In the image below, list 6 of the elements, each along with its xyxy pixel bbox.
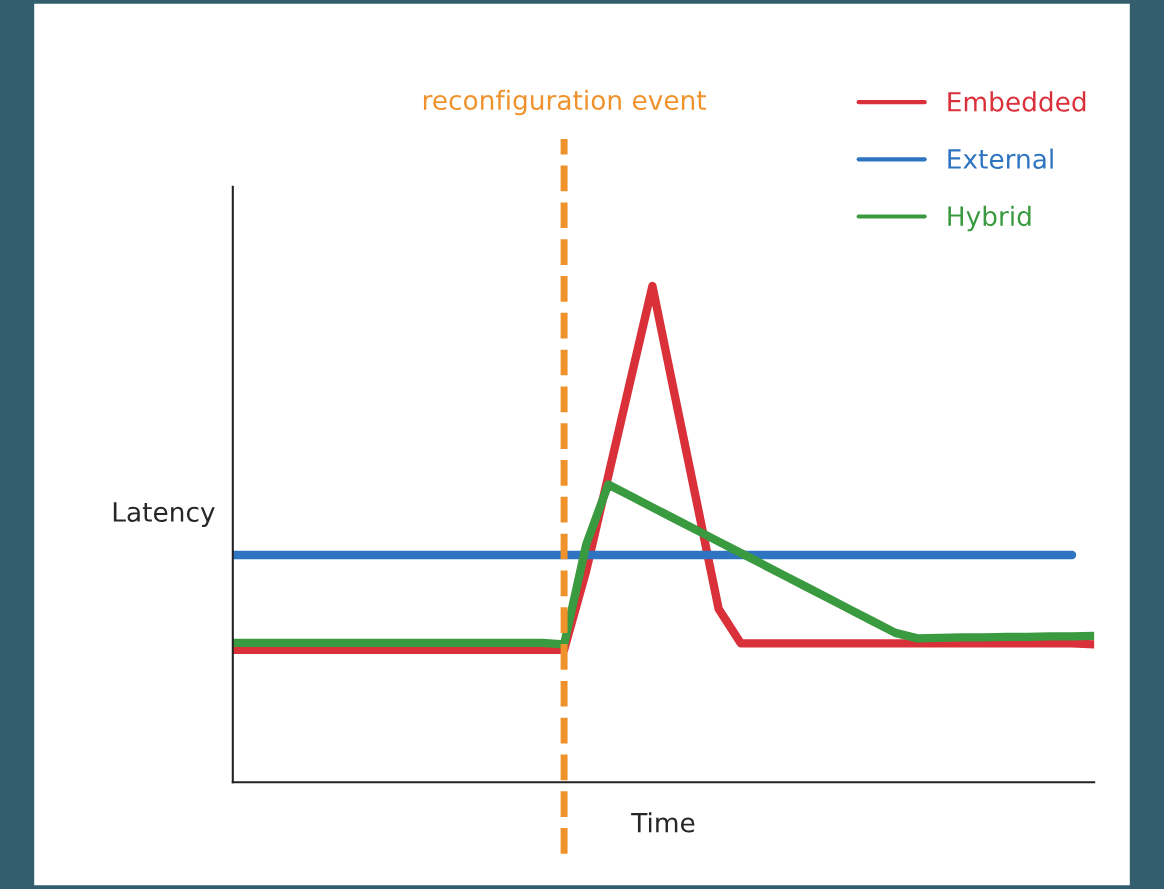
- text: reconfiguration event: [423, 89, 706, 116]
- y-axis-title: Latency: [113, 502, 215, 528]
- legend-label: External: [948, 148, 1053, 169]
- x-axis-title: Time: [631, 812, 695, 833]
- legend-label: Embedded: [948, 91, 1086, 112]
- legend-label: Hybrid: [948, 205, 1031, 232]
